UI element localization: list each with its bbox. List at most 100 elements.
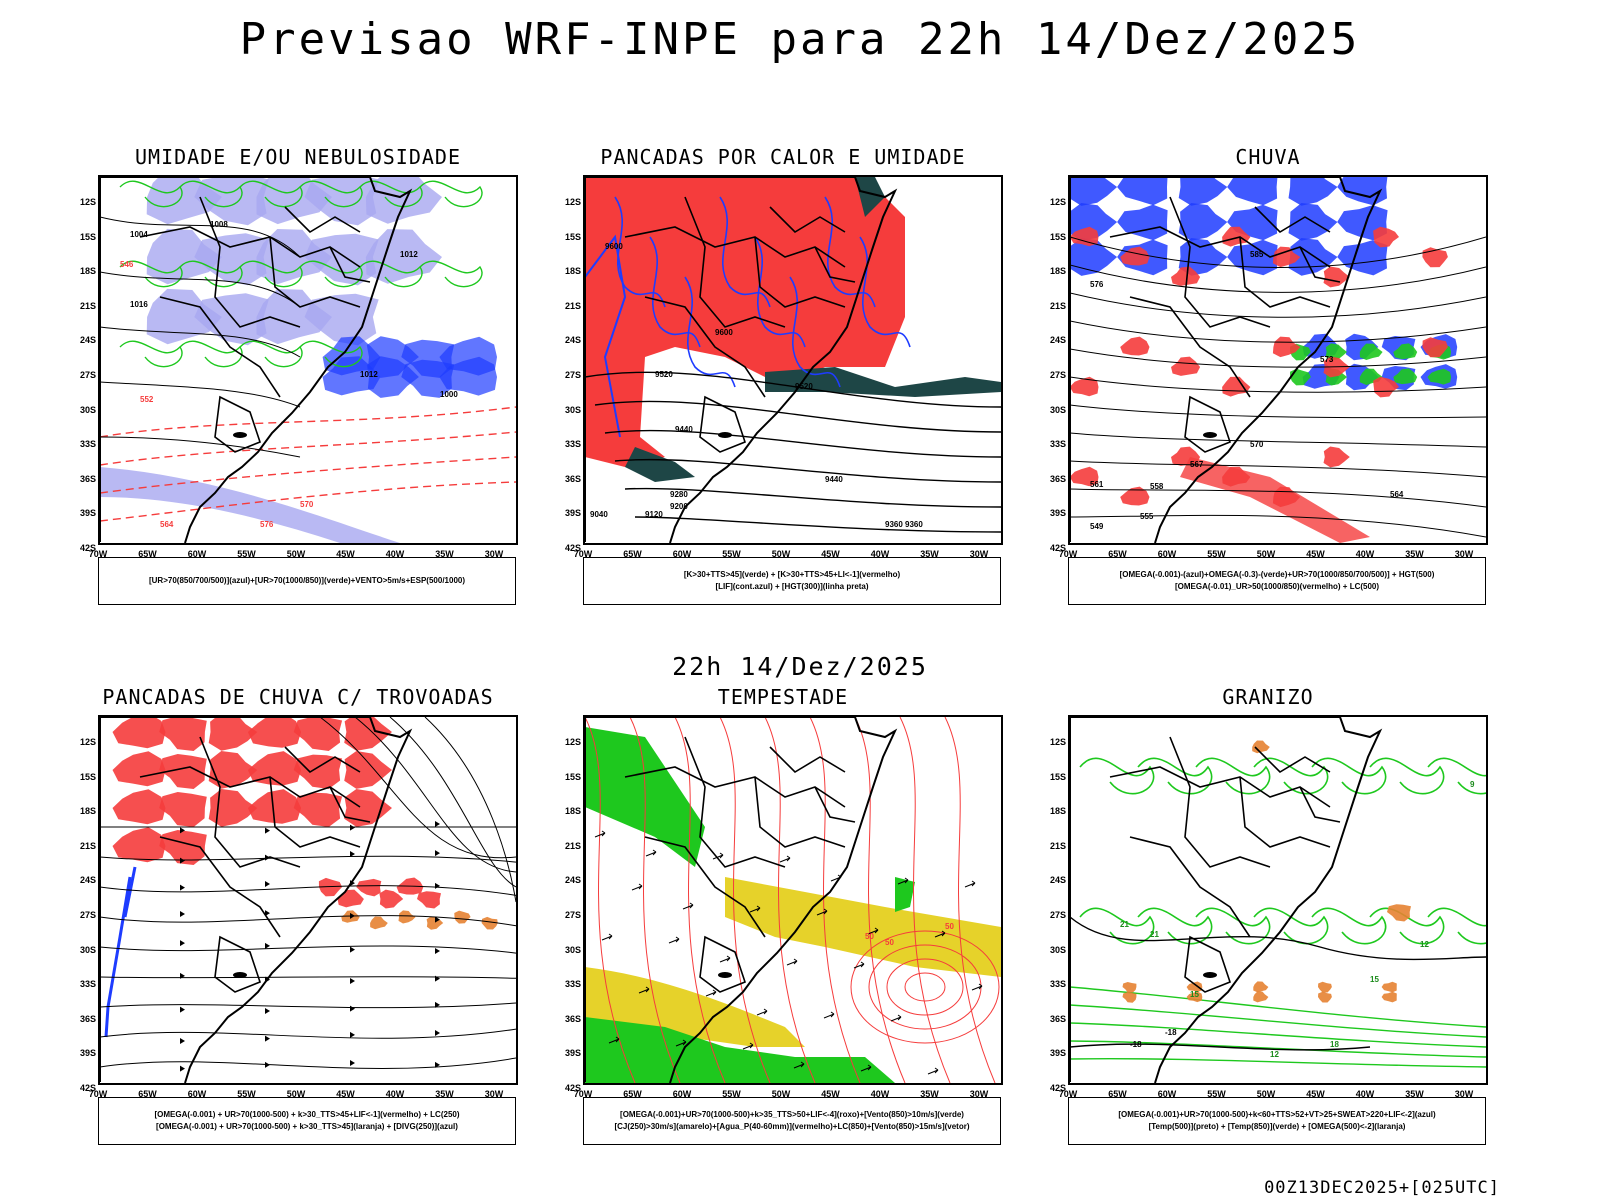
thunderstorm-area-red: [247, 789, 302, 824]
streamline: [100, 1002, 516, 1009]
humidity-contour-green: [119, 180, 183, 208]
flow-arrow: [265, 942, 270, 949]
contour-label: -18: [1165, 1028, 1177, 1037]
state-border: [684, 196, 786, 328]
longitude-label: 50W: [1256, 549, 1276, 559]
latitude-label: 39S: [564, 508, 581, 519]
flow-arrow: [265, 1007, 270, 1014]
longitude-label: 40W: [1355, 1089, 1375, 1099]
humidity-contour-green: [359, 260, 423, 288]
height-contour-300hpa: [624, 487, 1001, 508]
latitude-label: 12S: [1049, 737, 1066, 747]
wind-vector: [631, 883, 643, 891]
thunderstorm-area-orange: [454, 910, 471, 924]
map-tempestade[interactable]: 50 50 50: [583, 715, 1003, 1085]
contour-label: 21: [1150, 930, 1159, 939]
flow-arrow: [435, 975, 440, 982]
map-chuva[interactable]: 585 576 573 570 567 564 561 558 555 549: [1068, 175, 1488, 545]
flow-arrow: [435, 1030, 440, 1036]
flow-arrow: [180, 910, 185, 917]
latitude-label: 30S: [79, 944, 96, 955]
omega-area-orange: [1252, 740, 1270, 754]
map-pancadas-calor[interactable]: 9600 9600 9520 9520 9440 9440 9360 9280 9200 9120…: [583, 175, 1003, 545]
omega-area-blue: [1117, 204, 1168, 241]
flow-arrow: [350, 1031, 355, 1038]
longitude-label: 50W: [286, 1089, 306, 1099]
legend-trovoadas: [OMEGA(-0.001) + UR>70(1000-500) + k>30_…: [98, 1097, 516, 1145]
rain-area-red: [1120, 336, 1150, 356]
contour-label: 15: [1370, 975, 1379, 984]
longitude-label: 50W: [771, 549, 791, 559]
legend-line: [UR>70(850/700/500)](azul)+[UR>70(1000/8…: [148, 576, 466, 585]
thunderstorm-area-red: [208, 751, 258, 789]
panel-title: TEMPESTADE: [717, 685, 849, 709]
contour-label: 50: [885, 938, 894, 947]
temp-850-contour: [1369, 757, 1445, 795]
contour-label: 576: [1090, 280, 1104, 289]
latitude-label: 21S: [79, 300, 96, 311]
temp-500-contour: [1070, 916, 1486, 961]
humidity-contour-green: [299, 180, 363, 208]
longitude-label: 65W: [623, 1089, 642, 1099]
map-trovoadas[interactable]: [98, 715, 518, 1085]
flow-arrow: [180, 972, 185, 979]
latitude-label: 33S: [564, 439, 581, 450]
latitude-label: 24S: [1049, 335, 1066, 346]
longitude-label: 60W: [1157, 1089, 1177, 1099]
longitude-label: 35W: [435, 549, 454, 559]
wind-vector: [638, 986, 650, 994]
streamline-850hpa: [719, 717, 771, 1083]
wind-vector: [668, 936, 680, 944]
map-umidade[interactable]: 1004 1008 1012 1016 1012 1000 570 576 564 552 546: [98, 175, 518, 545]
latitude-label: 36S: [1049, 473, 1066, 484]
state-border: [199, 736, 301, 868]
latitude-label: 27S: [1049, 910, 1066, 920]
humidity-area-blue: [304, 177, 379, 226]
map-granizo[interactable]: -18 -18 15 15 12 12 18 21 21 9: [1068, 715, 1488, 1085]
streamline-850hpa: [674, 717, 726, 1083]
flow-arrow: [350, 912, 355, 919]
flow-arrow: [265, 1035, 270, 1042]
wind-vector: [749, 905, 761, 913]
state-border: [284, 746, 361, 774]
state-border: [1239, 776, 1331, 848]
legend-line: [K>30+TTS>45](verde) + [K>30+TTS>45+LI<-…: [683, 570, 901, 579]
legend-line: [Temp(500)](preto) + [Temp(850)](verde) …: [1148, 1122, 1406, 1131]
contour-label: 1016: [130, 300, 148, 309]
state-border: [754, 236, 846, 308]
longitude-label: 55W: [1207, 549, 1226, 559]
contour-label: 549: [1090, 522, 1104, 531]
flow-arrow: [265, 880, 270, 887]
thunderstorm-area-red: [344, 789, 392, 827]
latitude-label: 12S: [564, 197, 581, 207]
omega-area-blue: [1070, 238, 1118, 276]
vortex-contour: [904, 972, 946, 1002]
thunderstorm-area-red: [208, 789, 258, 827]
state-border: [1299, 246, 1341, 283]
contour-label: 9120: [645, 510, 663, 519]
convective-area-teal: [765, 367, 1001, 397]
wind-vector: [779, 855, 791, 863]
omega-area-orange: [1253, 991, 1269, 1003]
height-contour-500hpa: [1070, 432, 1486, 448]
state-border: [214, 395, 261, 453]
temp-500-contour: [1070, 1043, 1371, 1051]
longitude-label: 35W: [435, 1089, 454, 1099]
streamline: [100, 915, 516, 927]
contour-label: 12: [1420, 940, 1429, 949]
state-border: [1169, 196, 1271, 328]
latitude-label: 18S: [79, 806, 96, 817]
longitude-label: 55W: [1207, 1089, 1226, 1099]
flow-arrow: [265, 827, 270, 834]
state-border: [684, 736, 786, 868]
latitude-label: 15S: [1049, 771, 1066, 782]
vortex-contour: [886, 958, 964, 1016]
flow-arrow: [265, 1061, 270, 1068]
map-canvas: 9600 9600 9520 9520 9440 9440 9360 9280 9200 9120…: [585, 177, 1001, 543]
legend-granizo: [OMEGA(-0.001)+UR>70(1000-500)+k<60+TTS>…: [1068, 1097, 1486, 1145]
pressure-isobar: [100, 436, 301, 458]
longitude-label: 35W: [920, 1089, 939, 1099]
coastline: [585, 717, 898, 1083]
latitude-label: 36S: [79, 1013, 96, 1024]
humidity-area-blue: [146, 228, 222, 285]
